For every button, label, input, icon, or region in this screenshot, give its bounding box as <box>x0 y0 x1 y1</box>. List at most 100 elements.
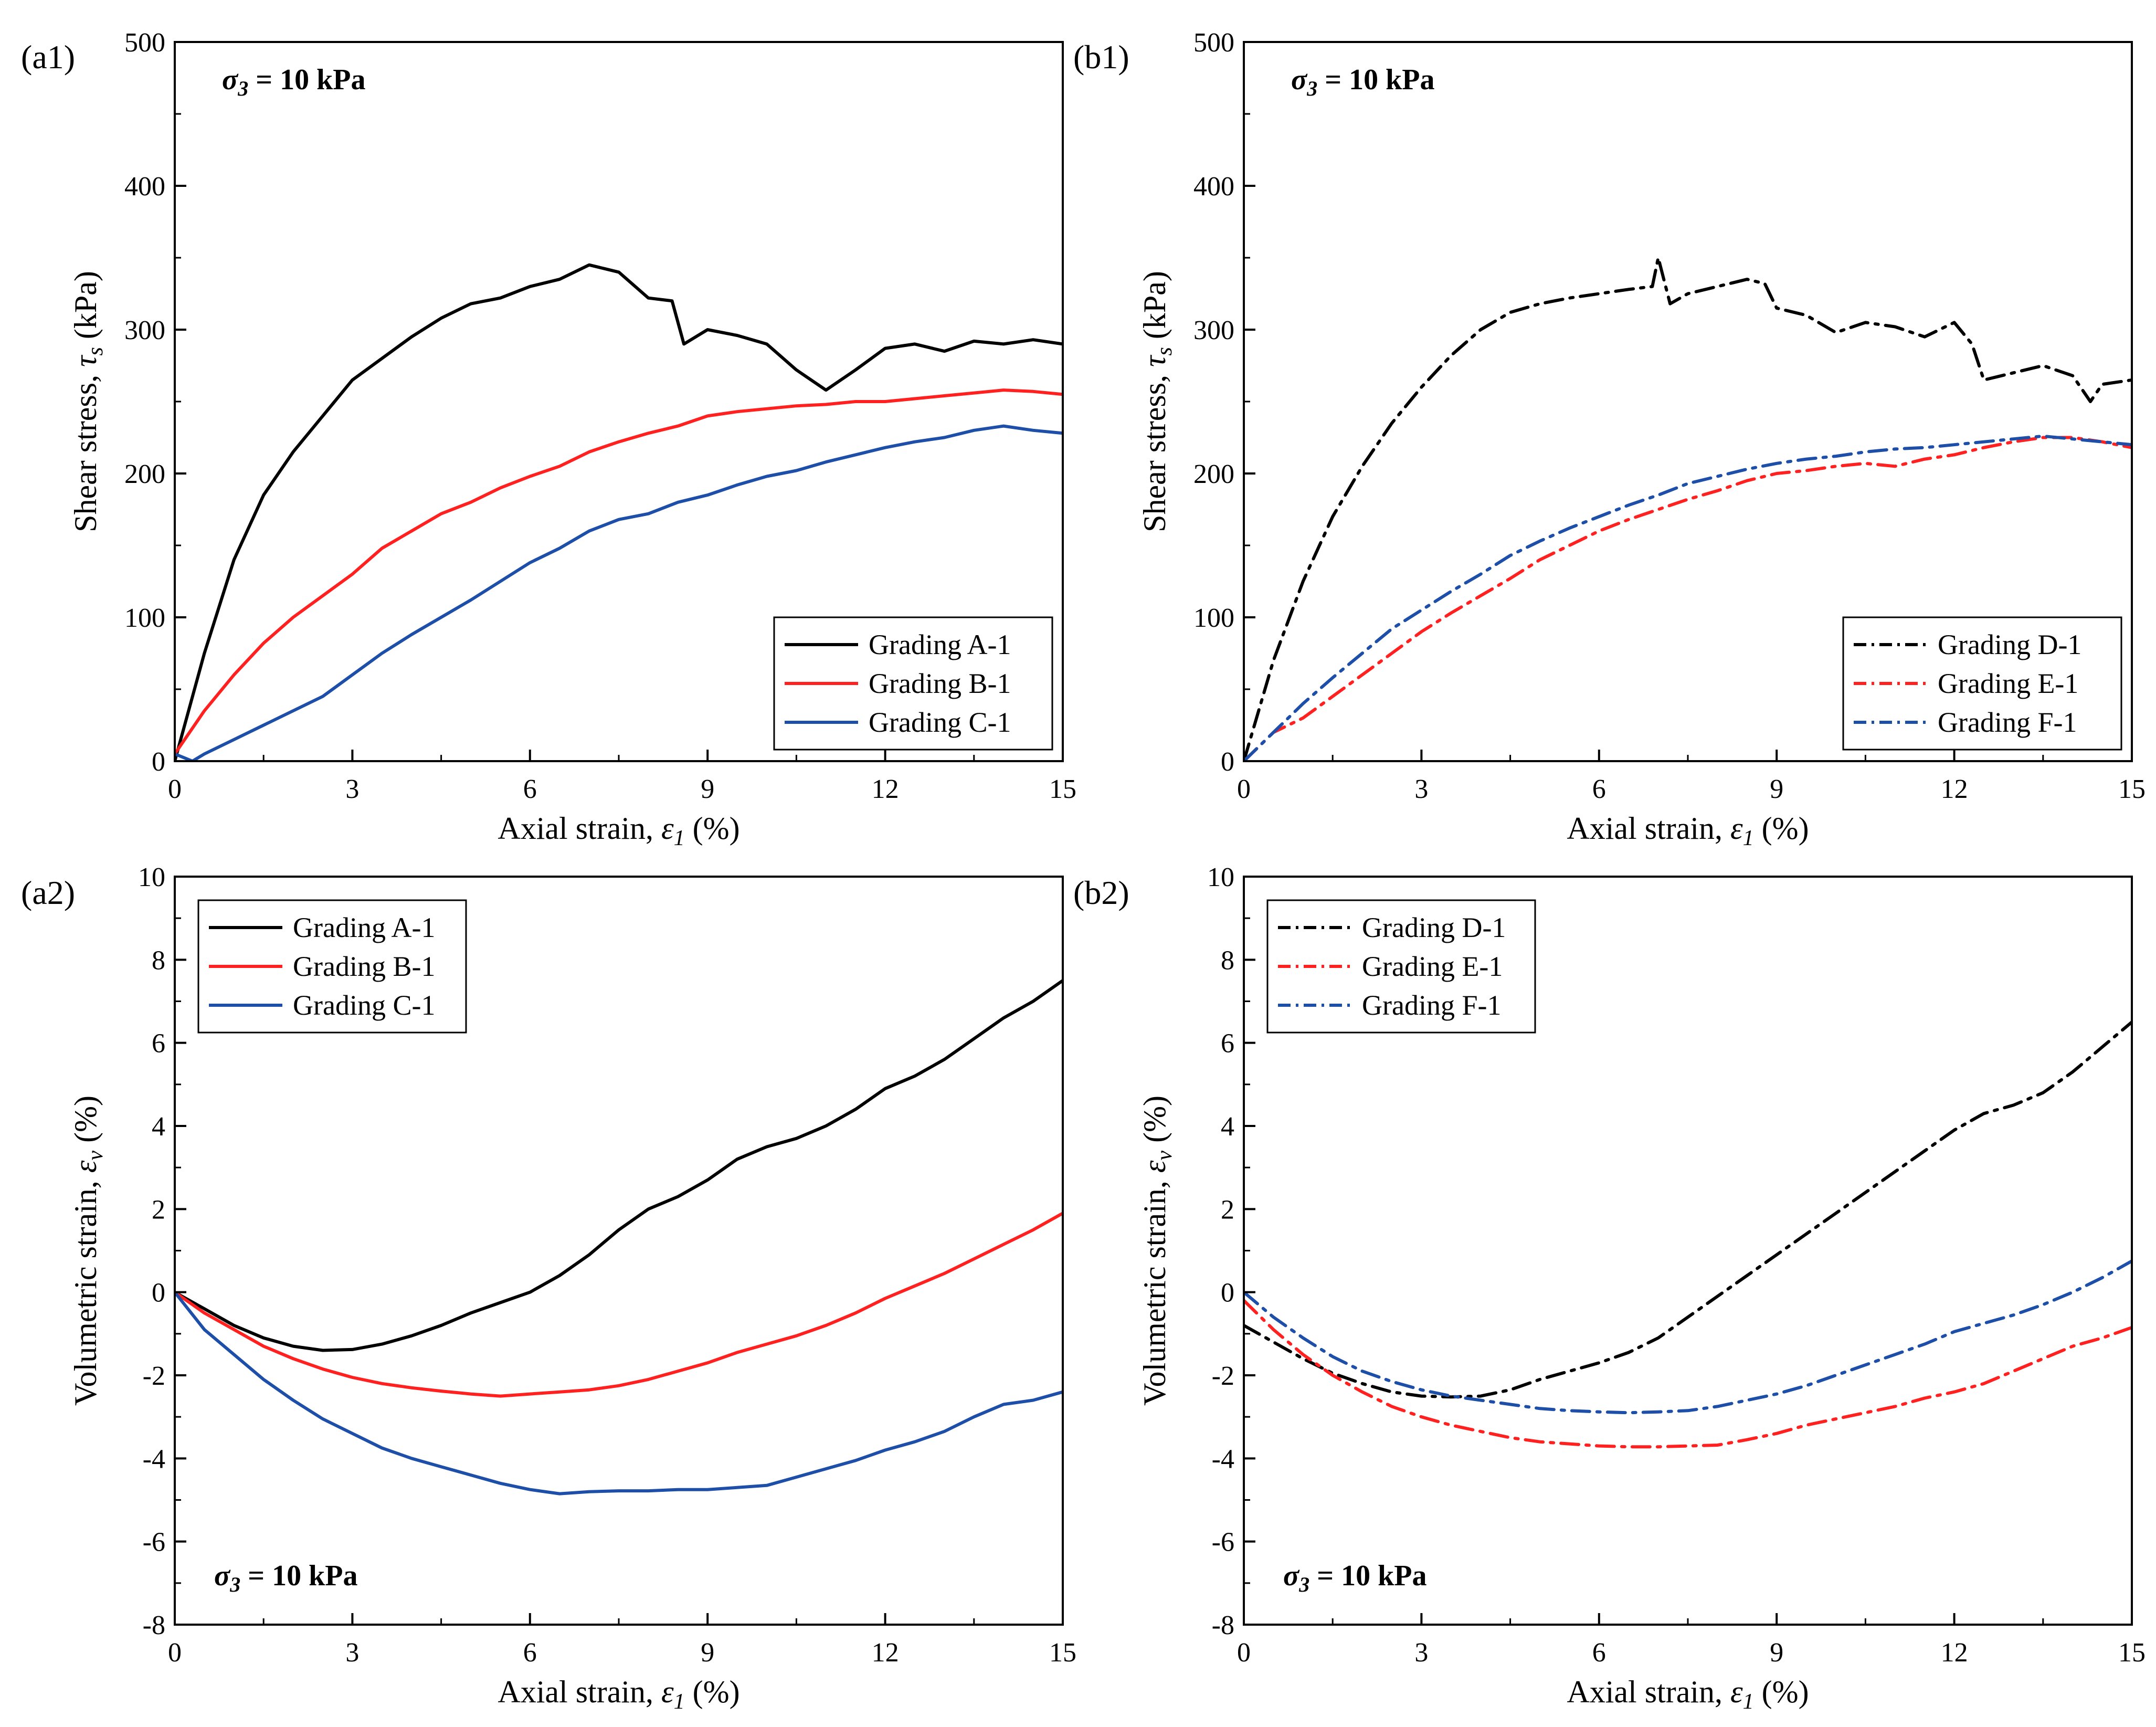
x-tick-label: 9 <box>701 774 714 804</box>
confining-pressure-annotation: σ3 = 10 kPa <box>222 64 365 100</box>
y-axis-label: Volumetric strain, εv (%) <box>1137 1096 1177 1406</box>
y-tick-label: 0 <box>1221 1278 1234 1308</box>
y-axis-label-unit: (%) <box>1137 1096 1172 1151</box>
x-axis-label-text: Axial strain, <box>498 811 661 846</box>
x-axis-label-text: Axial strain, <box>1567 1675 1730 1709</box>
x-axis-label-unit: (%) <box>1754 1675 1809 1709</box>
legend-label: Grading C-1 <box>869 707 1011 738</box>
confining-pressure-annotation: σ3 = 10 kPa <box>214 1560 357 1596</box>
x-axis-label-subscript: 1 <box>1743 826 1754 850</box>
y-tick-label: 6 <box>152 1029 165 1059</box>
y-tick-label: 8 <box>1221 945 1234 975</box>
x-axis-label-subscript: 1 <box>1743 1690 1754 1714</box>
series-line-grading-a-1 <box>175 263 1063 761</box>
chart-panel-0: (a1) 0 3 6 9 12 15 0 100 200 300 400 500 Axial strain… <box>21 28 1076 850</box>
x-tick-label: 15 <box>2118 774 2146 804</box>
y-tick-label: 100 <box>1193 603 1234 633</box>
y-tick-label: 10 <box>1207 862 1234 892</box>
annotation-text: = 10 kPa <box>240 1560 357 1592</box>
y-tick-label: 4 <box>1221 1112 1234 1142</box>
x-tick-label: 6 <box>523 774 537 804</box>
x-tick-label: 0 <box>1237 1638 1251 1668</box>
series-line-grading-f-1 <box>1244 434 2132 761</box>
legend-label: Grading B-1 <box>293 951 435 982</box>
series-group <box>1244 256 2132 761</box>
x-axis-label-symbol: ε <box>1730 811 1743 846</box>
x-axis-label: Axial strain, ε1 (%) <box>1567 811 1809 850</box>
y-axis-label-symbol: τ <box>68 354 103 367</box>
y-axis-label-symbol: ε <box>1137 1160 1172 1173</box>
confining-pressure-annotation: σ3 = 10 kPa <box>1283 1560 1426 1596</box>
chart-panel-2: (a2) 0 3 6 9 12 15 -8 -6 -4 -2 0 2 4 6 8 10 Axial strain,… <box>21 862 1076 1714</box>
x-axis-label-subscript: 1 <box>674 1690 685 1714</box>
annotation-subscript: 3 <box>237 77 248 100</box>
y-tick-label: -2 <box>1212 1361 1234 1391</box>
annotation-text: = 10 kPa <box>1317 64 1434 96</box>
x-tick-label: 12 <box>872 774 899 804</box>
chart-panel-3: (b2) 0 3 6 9 12 15 -8 -6 -4 -2 0 2 4 6 8 10 Axial strain,… <box>1073 862 2146 1714</box>
y-tick-label: -4 <box>143 1444 165 1474</box>
x-axis-label-symbol: ε <box>1730 1675 1743 1709</box>
x-axis-label-text: Axial strain, <box>1567 811 1730 846</box>
x-tick-label: 6 <box>1592 1638 1606 1668</box>
x-tick-label: 12 <box>1941 774 1968 804</box>
x-axis-label: Axial strain, ε1 (%) <box>498 1675 739 1714</box>
y-axis-label-text: Volumetric strain, <box>1137 1173 1172 1406</box>
annotation-subscript: 3 <box>1298 1573 1309 1596</box>
x-axis-label-unit: (%) <box>685 811 740 846</box>
y-axis-label-text: Shear stress, <box>1137 367 1172 532</box>
panel-label: (a2) <box>21 874 75 911</box>
y-tick-label: 300 <box>124 315 165 345</box>
y-tick-label: 500 <box>1193 28 1234 58</box>
y-tick-label: 8 <box>152 945 165 975</box>
confining-pressure-annotation: σ3 = 10 kPa <box>1291 64 1434 100</box>
y-axis-label: Shear stress, τs (kPa) <box>68 271 108 532</box>
x-tick-label: 3 <box>345 774 359 804</box>
legend-label: Grading B-1 <box>869 668 1011 699</box>
y-tick-label: 10 <box>138 862 165 892</box>
y-tick-label: 2 <box>1221 1195 1234 1225</box>
y-axis-label-symbol: ε <box>68 1160 103 1173</box>
series-line-grading-d-1 <box>1244 1020 2132 1399</box>
legend-label: Grading E-1 <box>1938 668 2078 699</box>
y-tick-label: 400 <box>1193 172 1234 202</box>
x-tick-label: 0 <box>1237 774 1251 804</box>
legend: Grading D-1 Grading E-1 Grading F-1 <box>1842 616 2122 751</box>
y-tick-label: -8 <box>143 1610 165 1640</box>
y-axis-label-text: Volumetric strain, <box>68 1173 103 1406</box>
series-line-grading-b-1 <box>175 388 1063 756</box>
series-line-grading-f-1 <box>1244 1259 2132 1415</box>
series-line-grading-b-1 <box>175 1212 1063 1398</box>
legend-label: Grading F-1 <box>1362 989 1501 1021</box>
y-axis-label-unit: (kPa) <box>68 271 103 347</box>
y-tick-label: -4 <box>1212 1444 1234 1474</box>
x-tick-label: 3 <box>1414 1638 1428 1668</box>
y-tick-label: 4 <box>152 1112 165 1142</box>
y-tick-label: 0 <box>152 747 165 777</box>
legend-label: Grading D-1 <box>1362 912 1506 943</box>
x-tick-label: 3 <box>1414 774 1428 804</box>
annotation-text: = 10 kPa <box>1309 1560 1426 1592</box>
series-group <box>175 263 1063 761</box>
y-axis-label-symbol: τ <box>1137 354 1172 367</box>
panel-label: (b2) <box>1073 874 1129 911</box>
y-tick-label: -6 <box>143 1528 165 1557</box>
y-tick-label: -6 <box>1212 1528 1234 1557</box>
y-axis-label-subscript: s <box>83 347 108 355</box>
series-line-grading-c-1 <box>175 424 1063 761</box>
y-axis-label-subscript: s <box>1153 347 1177 355</box>
x-tick-label: 15 <box>1049 774 1076 804</box>
legend-label: Grading F-1 <box>1938 707 2077 738</box>
x-axis-label-unit: (%) <box>685 1675 740 1709</box>
series-line-grading-d-1 <box>1244 256 2132 761</box>
x-tick-label: 9 <box>1770 1638 1783 1668</box>
x-tick-label: 12 <box>1941 1638 1968 1668</box>
x-axis-label: Axial strain, ε1 (%) <box>1567 1675 1809 1714</box>
y-axis-label-subscript: v <box>1153 1151 1177 1161</box>
annotation-symbol: σ <box>1283 1560 1300 1592</box>
x-tick-label: 6 <box>523 1638 537 1668</box>
y-axis-label-subscript: v <box>83 1151 108 1161</box>
annotation-symbol: σ <box>1291 64 1308 96</box>
